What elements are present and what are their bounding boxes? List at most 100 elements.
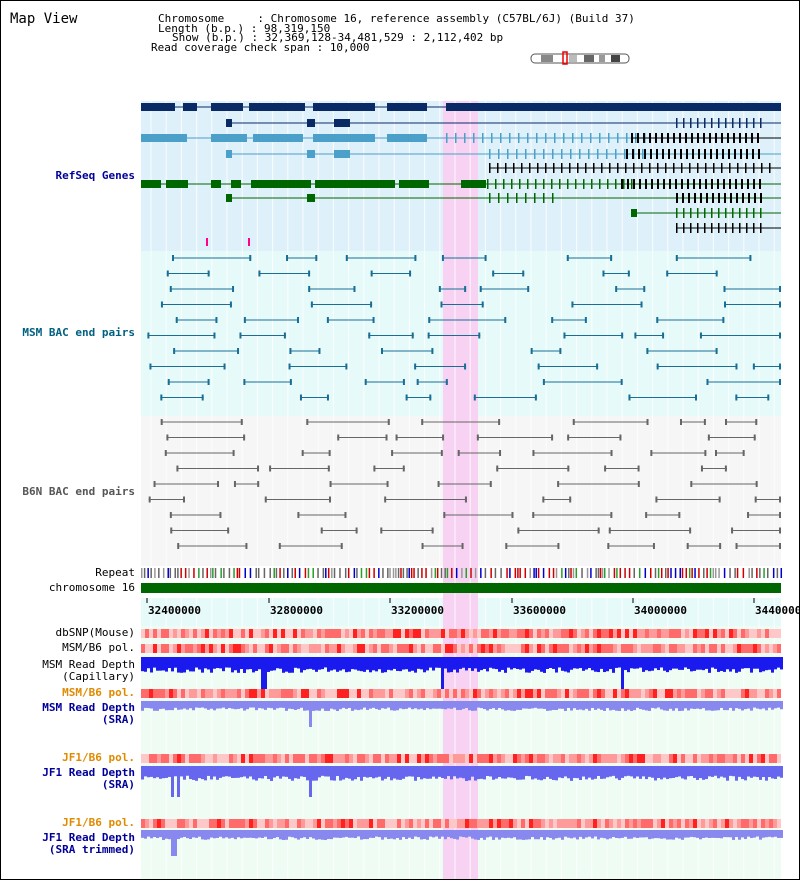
- track-label-msm-bac[interactable]: MSM BAC end pairs: [22, 326, 135, 339]
- repeat-mark: [581, 568, 583, 578]
- polymorphism-cell: [341, 819, 345, 828]
- polymorphism-cell: [377, 689, 381, 698]
- read-depth-bar: [681, 701, 684, 711]
- polymorphism-cell: [521, 689, 525, 698]
- read-depth-bar: [243, 657, 246, 673]
- read-depth-bar: [732, 701, 735, 711]
- read-depth-bar: [378, 701, 381, 710]
- gene-exon: [569, 163, 571, 173]
- read-depth-bar: [531, 830, 534, 838]
- polymorphism-cell: [381, 689, 385, 698]
- read-depth-bar: [153, 701, 156, 711]
- read-depth-bar: [300, 701, 303, 708]
- read-depth-bar: [408, 657, 411, 672]
- read-depth-bar: [522, 701, 525, 709]
- read-depth-bar: [510, 830, 513, 839]
- repeat-mark: [147, 568, 149, 578]
- read-depth-bar: [495, 701, 498, 710]
- b6n-bac-pair-end: [329, 481, 332, 487]
- gene-exon: [608, 133, 610, 143]
- read-depth-bar: [471, 657, 474, 671]
- read-depth-bar: [351, 657, 354, 670]
- polymorphism-cell: [733, 689, 737, 698]
- polymorphism-cell: [301, 689, 305, 698]
- track-label-b6n-bac[interactable]: B6N BAC end pairs: [22, 485, 135, 498]
- read-depth-bar: [306, 701, 309, 711]
- read-depth-bar: [528, 766, 531, 777]
- read-depth-bar: [219, 766, 222, 778]
- polymorphism-cell: [305, 629, 309, 638]
- msm-bac-pair-end: [779, 379, 781, 385]
- polymorphism-cell: [189, 689, 193, 698]
- read-depth-bar: [555, 830, 558, 839]
- read-depth-bar: [324, 830, 327, 840]
- read-depth-bar: [774, 657, 777, 670]
- read-depth-bar: [180, 830, 183, 838]
- read-depth-bar: [477, 766, 480, 780]
- b6n-bac-pair-end: [597, 527, 600, 534]
- read-depth-bar: [780, 657, 783, 670]
- read-depth-bar: [675, 701, 678, 709]
- read-depth-bar: [573, 701, 576, 709]
- polymorphism-cell: [649, 644, 653, 653]
- gene-mark: [206, 238, 208, 246]
- repeat-mark: [275, 568, 278, 578]
- b6n-bac-pair-end: [386, 481, 389, 487]
- polymorphism-cell: [517, 629, 521, 638]
- track-label-refseq[interactable]: RefSeq Genes: [55, 169, 135, 182]
- polymorphism-cell: [365, 629, 369, 638]
- read-depth-bar: [585, 701, 588, 709]
- read-depth-bar: [246, 701, 249, 710]
- read-depth-bar: [486, 830, 489, 838]
- polymorphism-cell: [673, 629, 677, 638]
- polymorphism-cell: [321, 754, 325, 763]
- repeat-mark: [650, 568, 652, 578]
- polymorphism-cell: [753, 754, 757, 763]
- polymorphism-cell: [545, 754, 549, 763]
- repeat-mark: [322, 568, 325, 578]
- b6n-bac-pair-end: [217, 481, 220, 487]
- msm-bac-pair-end: [414, 363, 417, 370]
- gene-exon: [725, 208, 727, 218]
- read-depth-bar: [177, 657, 180, 673]
- gene-exon: [505, 163, 507, 173]
- polymorphism-cell: [453, 644, 457, 653]
- polymorphism-cell: [709, 629, 713, 638]
- polymorphism-cell: [229, 754, 233, 763]
- read-depth-bar: [399, 766, 402, 780]
- polymorphism-cell: [297, 754, 301, 763]
- polymorphism-cell: [157, 754, 161, 763]
- read-depth-bar: [435, 766, 438, 779]
- polymorphism-cell: [505, 819, 509, 828]
- read-depth-bar: [222, 657, 225, 672]
- polymorphism-cell: [233, 819, 237, 828]
- repeat-mark: [451, 568, 453, 578]
- gene-exon: [657, 163, 659, 173]
- read-depth-bar: [249, 701, 252, 708]
- read-depth-bar: [600, 701, 603, 710]
- msm-bac-pair-end: [171, 255, 174, 261]
- polymorphism-cell: [749, 689, 753, 698]
- polymorphism-cell: [545, 819, 549, 828]
- polymorphism-cell: [677, 689, 681, 698]
- read-depth-bar: [633, 657, 636, 669]
- polymorphism-cell: [337, 689, 341, 698]
- read-depth-bar: [717, 701, 720, 711]
- read-depth-bar: [348, 657, 351, 672]
- read-depth-bar: [678, 701, 681, 711]
- repeat-mark: [304, 568, 307, 578]
- read-depth-bar: [345, 830, 348, 837]
- read-depth-bar: [495, 657, 498, 670]
- read-depth-bar: [489, 701, 492, 709]
- msm-bac-pair-end: [464, 286, 467, 292]
- read-depth-bar: [168, 830, 171, 840]
- read-depth-bar: [333, 701, 336, 710]
- polymorphism-cell: [477, 819, 481, 828]
- gene-exon: [486, 103, 781, 111]
- b6n-bac-pair-end: [724, 465, 727, 472]
- repeat-mark: [368, 568, 371, 578]
- polymorphism-cell: [365, 689, 369, 698]
- polymorphism-cell: [341, 754, 345, 763]
- read-depth-bar: [642, 766, 645, 777]
